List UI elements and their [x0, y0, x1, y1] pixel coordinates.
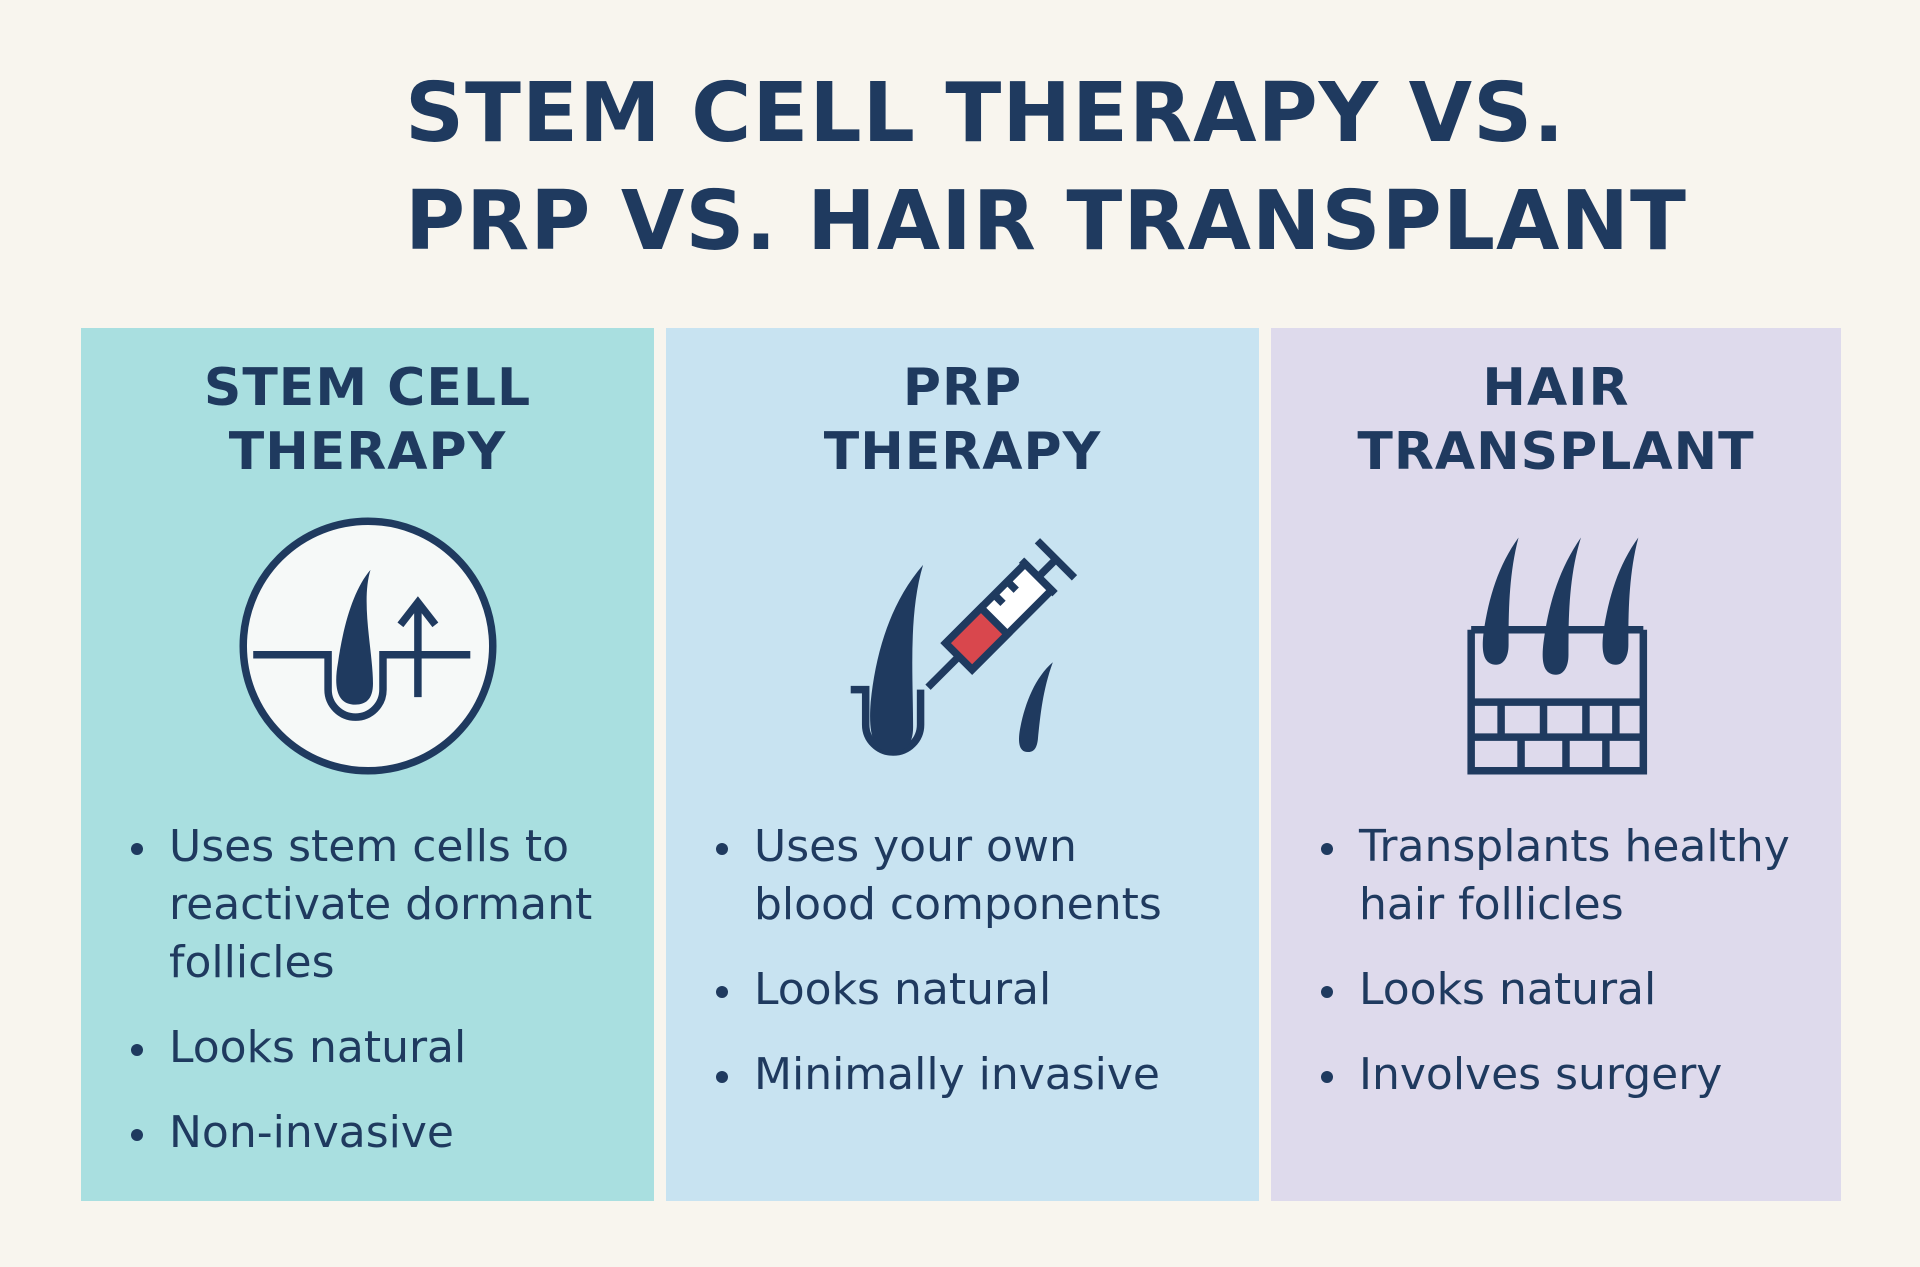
bullet-line: Uses stem cells to [169, 821, 569, 872]
heading-line: HAIR [1482, 358, 1630, 418]
bullet-line: Looks natural [1359, 964, 1657, 1015]
column: HAIR TRANSPLANT Transplants healthy hair f… [1271, 328, 1841, 1201]
bullet-line: blood components [754, 879, 1162, 930]
bullet-line: Looks natural [169, 1022, 467, 1073]
bullet-line: Minimally invasive [754, 1049, 1160, 1100]
bullet-line: Non-invasive [169, 1107, 454, 1158]
bullet-item: Minimally invasive [716, 1046, 1249, 1104]
bullet-line: reactivate dormant [169, 879, 593, 930]
bullet-item: Uses stem cells to reactivate dormant foll… [131, 818, 644, 992]
column-heading: HAIR TRANSPLANT [1271, 356, 1841, 484]
bullet-item: Looks natural [131, 1019, 644, 1077]
title-line: STEM CELL THERAPY VS. [405, 66, 1566, 161]
bullet-line: hair follicles [1359, 879, 1624, 930]
prp-icon [850, 538, 1077, 756]
bullet-item: Involves surgery [1321, 1046, 1831, 1104]
bullet-line: Involves surgery [1359, 1049, 1723, 1100]
bullet-item: Looks natural [716, 961, 1249, 1019]
bullet-item: Uses your own blood components [716, 818, 1249, 934]
heading-line: TRANSPLANT [1357, 422, 1755, 482]
title-line: PRP VS. HAIR TRANSPLANT [405, 174, 1687, 269]
bullet-list: Uses your own blood components Looks natur… [716, 818, 1249, 1131]
bullet-list: Transplants healthy hair follicles Looks n… [1321, 818, 1831, 1131]
bullet-item: Looks natural [1321, 961, 1831, 1019]
heading-line: THERAPY [228, 422, 507, 482]
stem-cell-icon [238, 517, 497, 775]
bullet-item: Transplants healthy hair follicles [1321, 818, 1831, 934]
bullet-line: Transplants healthy [1359, 821, 1790, 872]
title: STEM CELL THERAPY VS. PRP VS. HAIR TRANS… [405, 60, 1687, 276]
column-heading: PRP THERAPY [666, 356, 1259, 484]
heading-line: THERAPY [823, 422, 1102, 482]
bullet-list: Uses stem cells to reactivate dormant foll… [131, 818, 644, 1189]
bullet-line: Looks natural [754, 964, 1052, 1015]
bullet-line: Uses your own [754, 821, 1077, 872]
transplant-icon [1467, 537, 1648, 775]
heading-line: PRP [902, 358, 1023, 418]
column-heading: STEM CELL THERAPY [81, 356, 654, 484]
bullet-line: follicles [169, 937, 335, 988]
column: STEM CELL THERAPY Uses stem cells to react… [81, 328, 654, 1201]
heading-line: STEM CELL [203, 358, 532, 418]
column: PRP THERAPY Uses your own blood components… [666, 328, 1259, 1201]
bullet-item: Non-invasive [131, 1104, 644, 1162]
